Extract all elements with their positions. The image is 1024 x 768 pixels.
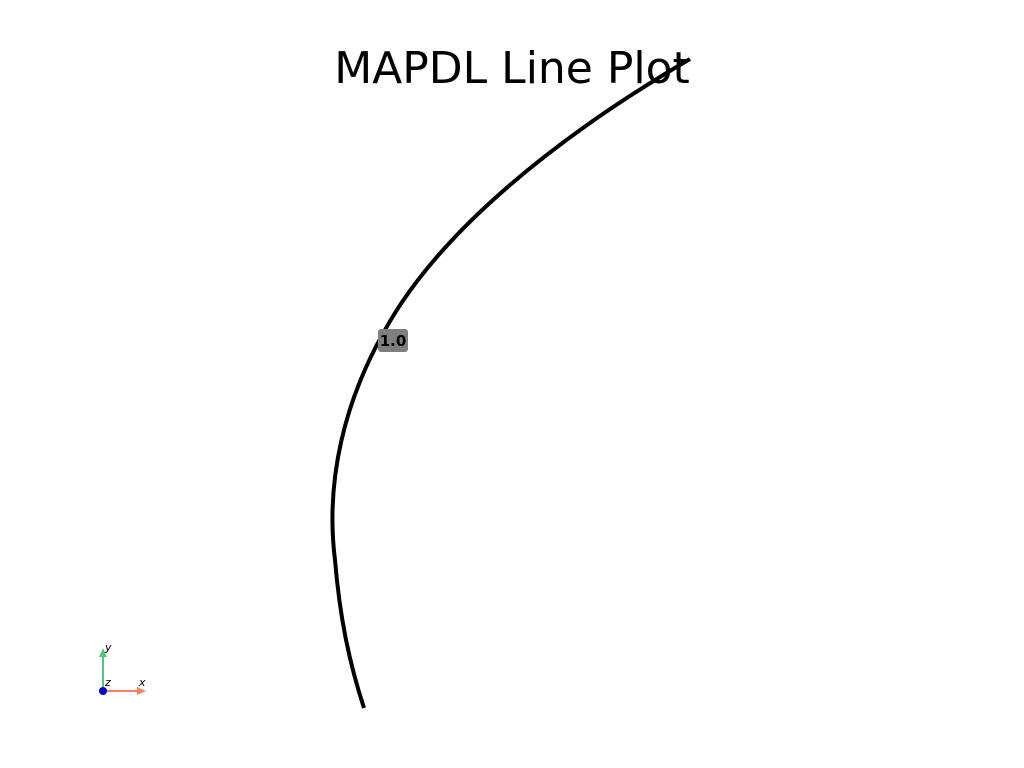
plot-line [330, 57, 692, 709]
z-axis-dot [99, 687, 107, 695]
axes-orientation-widget: x y z [99, 641, 146, 695]
line-label-text: 1.0 [380, 332, 407, 350]
line-label: 1.0 [378, 329, 408, 352]
line-label-background [378, 329, 408, 352]
x-axis-arrowhead [137, 687, 146, 695]
x-axis-label: x [138, 676, 146, 689]
y-axis-label: y [104, 641, 112, 654]
plot-title: MAPDL Line Plot [334, 43, 690, 94]
y-axis-arrowhead [99, 648, 107, 657]
z-axis-label: z [104, 676, 111, 689]
